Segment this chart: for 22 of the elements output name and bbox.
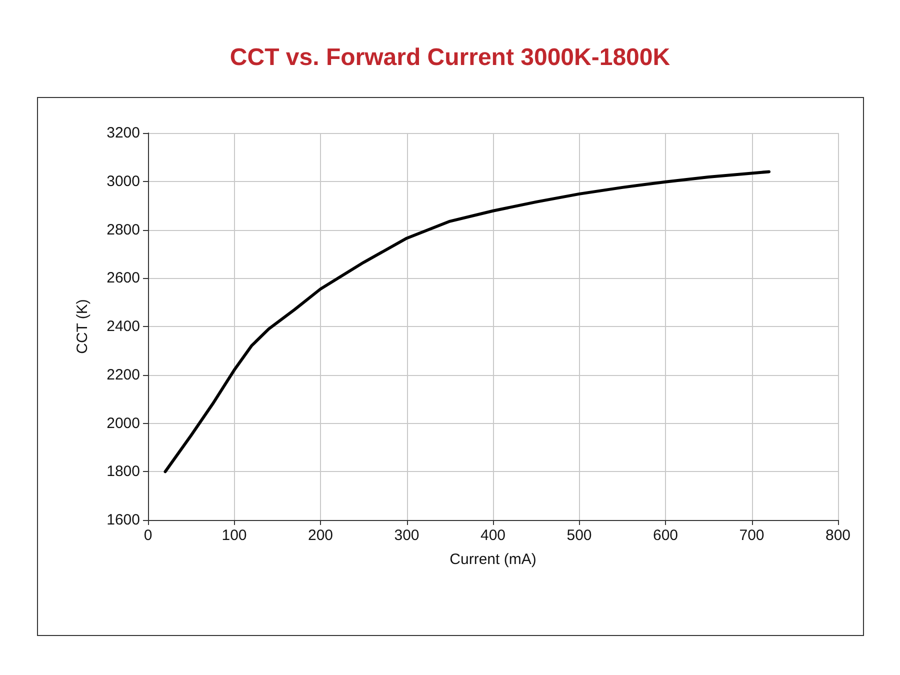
y-tick-label: 2400 xyxy=(106,318,140,335)
y-tick-label: 2000 xyxy=(106,414,140,432)
x-tick-label: 400 xyxy=(480,527,506,544)
y-tick-label: 3000 xyxy=(106,172,140,190)
y-tick-label: 2600 xyxy=(106,270,140,287)
x-tick-label: 100 xyxy=(222,527,247,544)
x-tick-label: 0 xyxy=(144,527,152,544)
y-tick-label: 1600 xyxy=(106,512,140,528)
y-tick-label: 2200 xyxy=(106,366,140,384)
y-tick-label: 2800 xyxy=(106,221,140,238)
line-series xyxy=(164,170,770,474)
y-tick-label: 1800 xyxy=(106,463,140,480)
y-tick-label: 3200 xyxy=(106,124,140,142)
x-tick-label: 500 xyxy=(566,527,592,544)
x-tick-label: 600 xyxy=(652,527,678,544)
x-axis-title: Current (mA) xyxy=(450,551,536,568)
x-tick-label: 300 xyxy=(394,527,420,544)
x-tick-label: 700 xyxy=(739,527,764,544)
x-tick-label: 800 xyxy=(825,527,851,544)
chart-title: CCT vs. Forward Current 3000K-1800K xyxy=(228,44,672,72)
y-axis-title: CCT (K) xyxy=(74,299,91,354)
x-tick-label: 200 xyxy=(308,527,334,544)
